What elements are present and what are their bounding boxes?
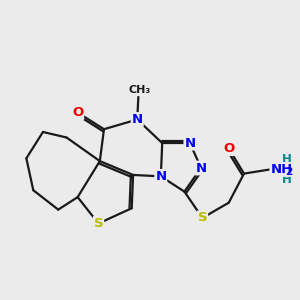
Text: N: N bbox=[155, 170, 167, 183]
Text: N: N bbox=[184, 136, 196, 150]
Text: S: S bbox=[198, 212, 207, 224]
Text: H: H bbox=[281, 153, 291, 166]
Text: O: O bbox=[223, 142, 234, 155]
Text: N: N bbox=[196, 161, 207, 175]
Text: N: N bbox=[132, 113, 143, 126]
Text: 2: 2 bbox=[286, 167, 293, 177]
Text: CH₃: CH₃ bbox=[129, 85, 151, 95]
Text: H: H bbox=[281, 172, 291, 186]
Text: S: S bbox=[94, 217, 103, 230]
Text: N: N bbox=[273, 163, 284, 176]
Text: O: O bbox=[72, 106, 83, 119]
Text: NH: NH bbox=[270, 163, 292, 176]
